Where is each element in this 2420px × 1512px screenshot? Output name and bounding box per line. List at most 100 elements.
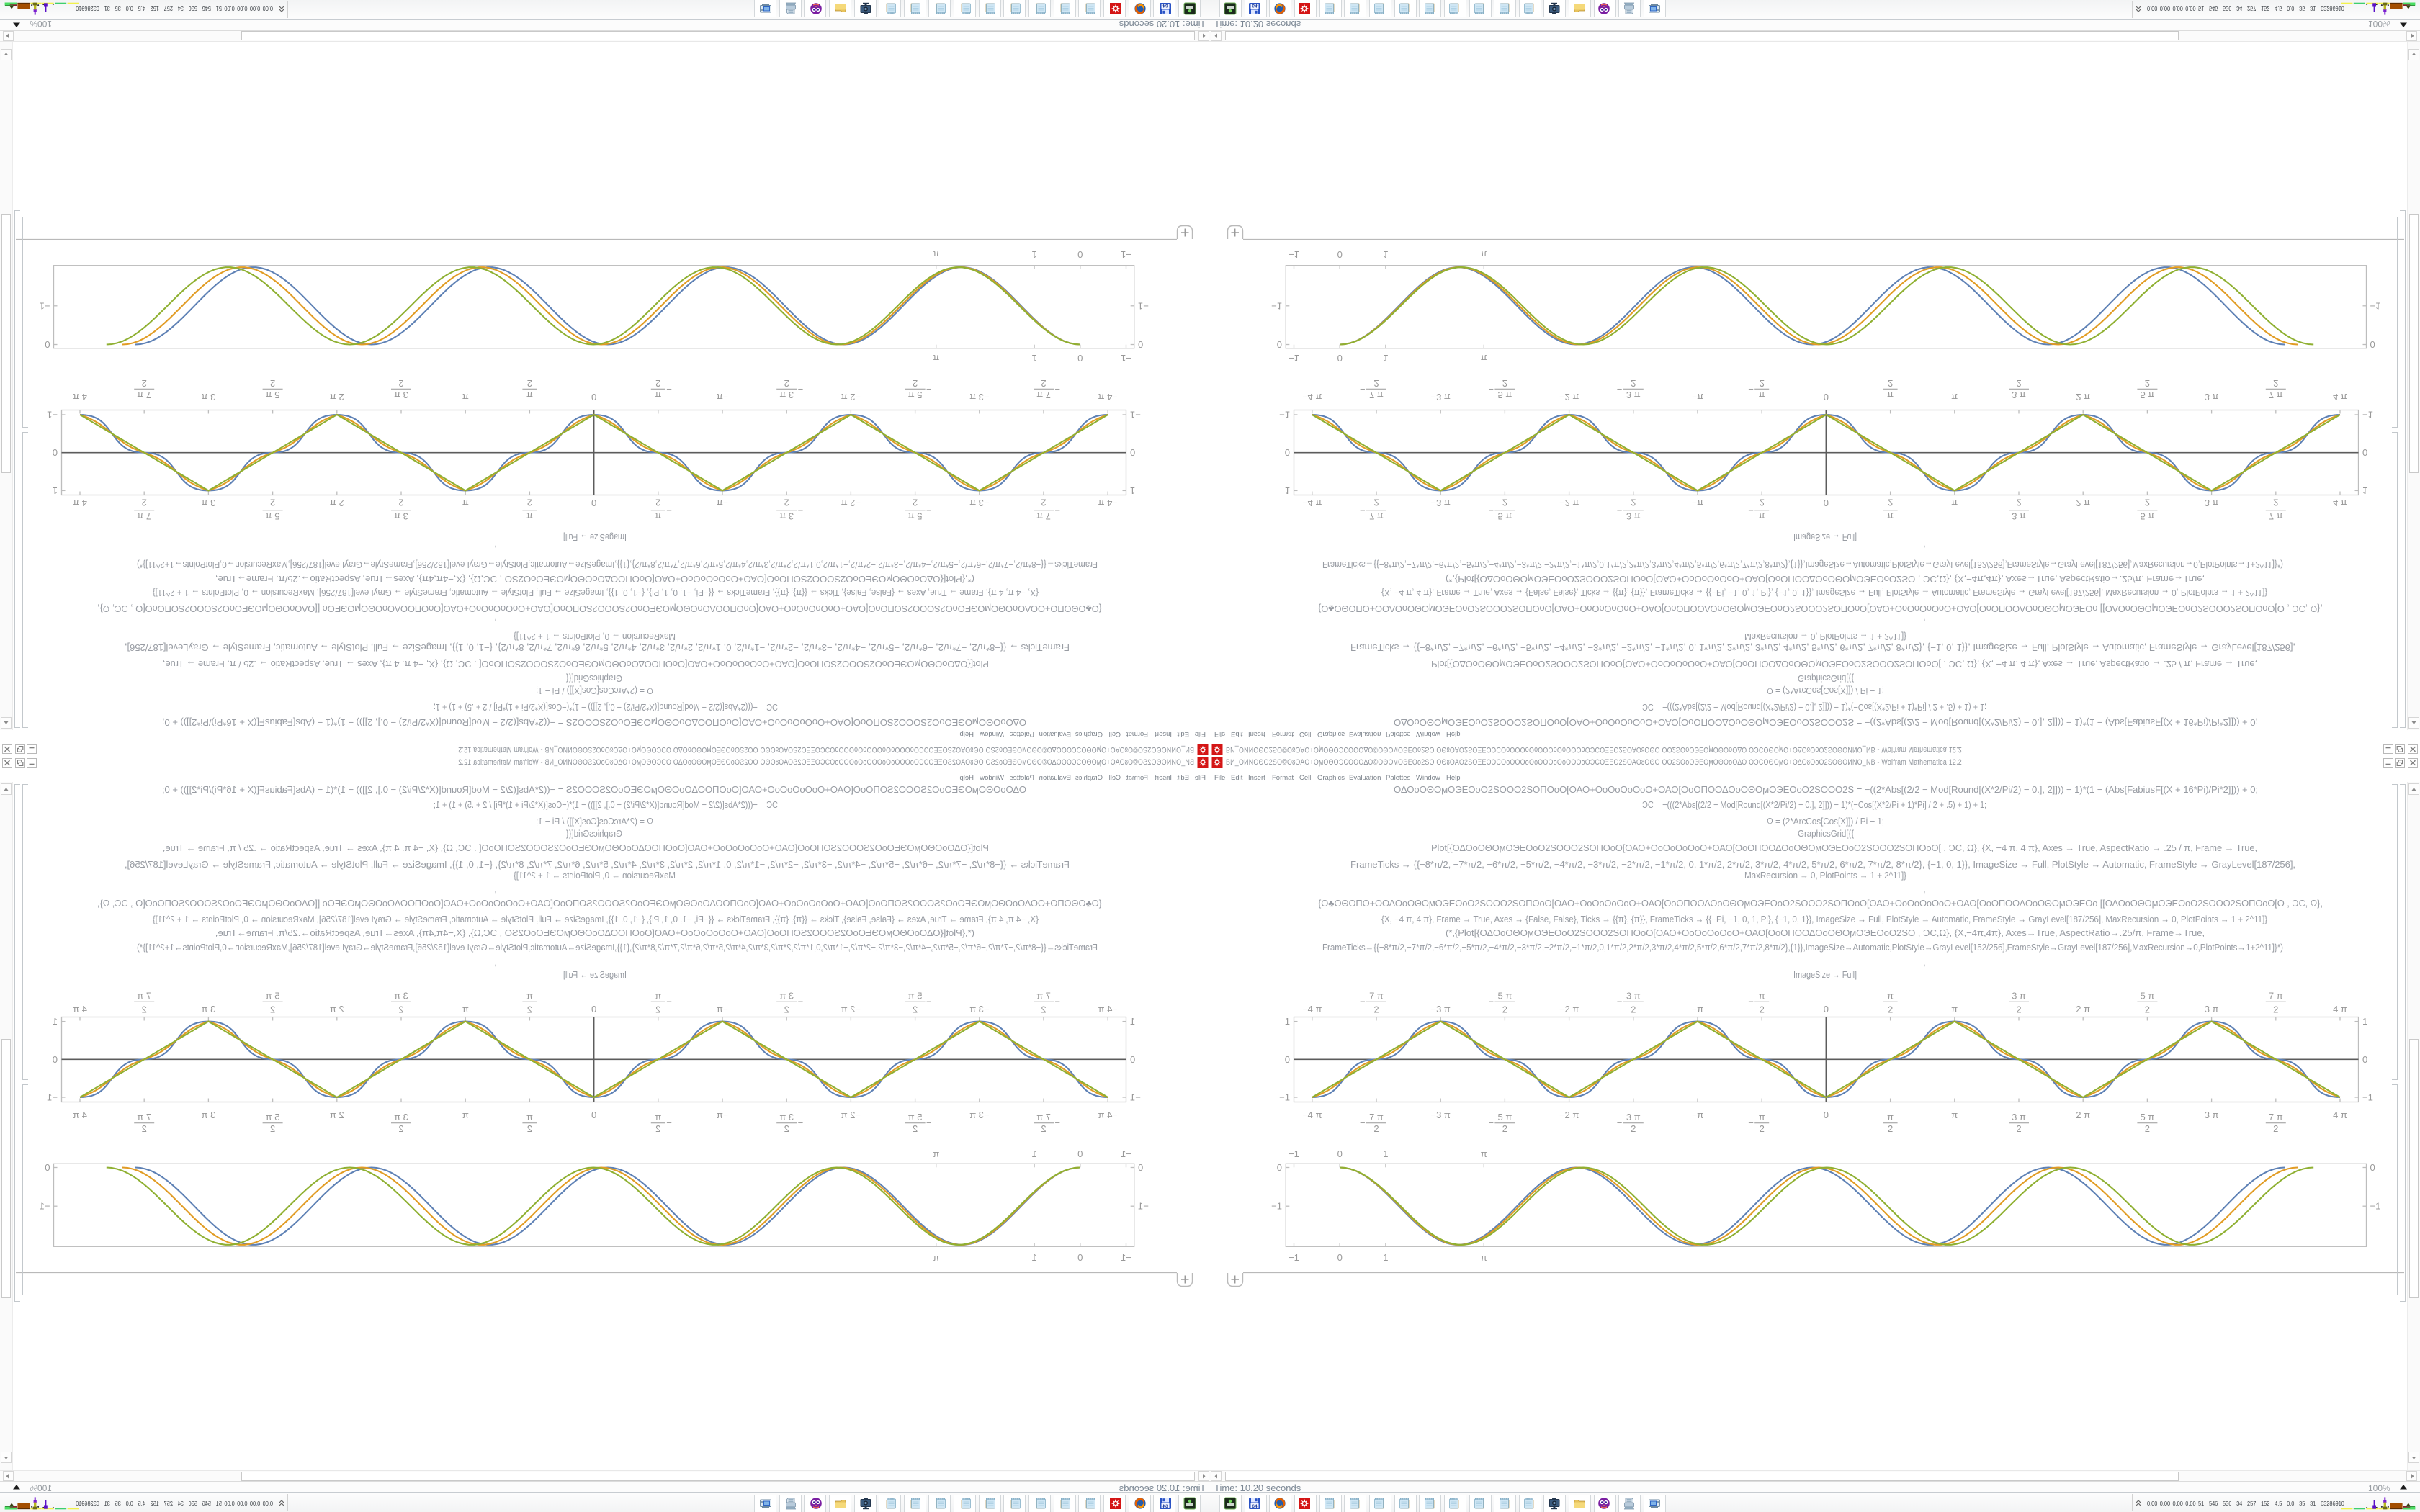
svg-text:2: 2	[1373, 378, 1379, 389]
svg-text:2: 2	[2145, 1123, 2150, 1134]
svg-text:3 π: 3 π	[394, 390, 408, 400]
svg-text:−4 π: −4 π	[1302, 392, 1322, 402]
svg-text:2 π: 2 π	[2076, 392, 2090, 402]
svg-text:1: 1	[2362, 1016, 2367, 1027]
svg-text:π: π	[1759, 511, 1765, 522]
svg-text:64: 64	[1252, 3, 1258, 8]
svg-text:π: π	[462, 498, 469, 508]
svg-text:−2 π: −2 π	[841, 498, 861, 508]
svg-text:0: 0	[1277, 339, 1282, 350]
svg-text:2 π: 2 π	[330, 1110, 344, 1120]
svg-text:1: 1	[53, 1016, 58, 1027]
svg-text:−: −	[926, 1117, 932, 1128]
svg-text:0: 0	[1337, 1148, 1343, 1159]
svg-text:2: 2	[142, 378, 147, 389]
svg-text:−: −	[666, 384, 672, 395]
svg-text:2: 2	[1041, 1004, 1046, 1015]
svg-text:−1: −1	[1138, 1201, 1149, 1212]
svg-text:2: 2	[270, 1123, 275, 1134]
svg-text:0: 0	[1077, 1148, 1083, 1159]
svg-text:7 π: 7 π	[1036, 511, 1051, 522]
svg-text:3 π: 3 π	[201, 498, 215, 508]
svg-text:7 π: 7 π	[137, 390, 151, 400]
svg-text:−1: −1	[1121, 353, 1131, 364]
svg-text:−: −	[1488, 505, 1494, 516]
svg-text:−2 π: −2 π	[1559, 392, 1579, 402]
svg-text:−π: −π	[717, 392, 729, 402]
svg-text:7 π: 7 π	[137, 1112, 151, 1122]
svg-text:1: 1	[1130, 485, 1135, 496]
svg-text:7 π: 7 π	[1369, 1112, 1384, 1122]
svg-text:−: −	[1617, 996, 1623, 1007]
svg-text:−: −	[1488, 1117, 1494, 1128]
svg-text:2 π: 2 π	[2076, 1004, 2090, 1014]
svg-text:2: 2	[1760, 1123, 1765, 1134]
svg-text:2: 2	[2273, 1004, 2278, 1015]
svg-text:−: −	[1360, 996, 1366, 1007]
svg-text:π: π	[655, 1112, 661, 1122]
svg-text:0: 0	[1277, 1162, 1282, 1173]
svg-text:2: 2	[142, 1123, 147, 1134]
svg-text:3 π: 3 π	[779, 1112, 794, 1122]
svg-text:5 π: 5 π	[266, 1112, 280, 1122]
svg-text:π: π	[933, 249, 939, 260]
svg-text:2: 2	[655, 1004, 660, 1015]
svg-text:0: 0	[1138, 1162, 1143, 1173]
svg-text:π: π	[655, 390, 661, 400]
svg-text:π: π	[1951, 498, 1958, 508]
svg-text:π: π	[1951, 1004, 1958, 1014]
svg-text:2: 2	[1373, 498, 1379, 508]
svg-text:5 π: 5 π	[1497, 1112, 1512, 1122]
svg-text:2: 2	[2273, 1123, 2278, 1134]
svg-text:−: −	[1748, 1117, 1754, 1128]
svg-text:3 π: 3 π	[2205, 498, 2219, 508]
svg-text:1: 1	[1130, 1016, 1135, 1027]
svg-text:2: 2	[2145, 498, 2150, 508]
svg-text:−: −	[1360, 1117, 1366, 1128]
svg-text:−2 π: −2 π	[841, 1004, 861, 1014]
svg-text:7 π: 7 π	[137, 991, 151, 1002]
svg-text:0: 0	[1138, 339, 1143, 350]
svg-text:7 π: 7 π	[2269, 1112, 2283, 1122]
svg-text:−: −	[926, 384, 932, 395]
svg-text:−1: −1	[1121, 1252, 1131, 1263]
svg-text:0: 0	[2362, 1054, 2367, 1065]
svg-text:π: π	[1759, 1112, 1765, 1122]
svg-text:64: 64	[1252, 1504, 1258, 1509]
svg-text:π: π	[1759, 390, 1765, 400]
svg-text:π: π	[526, 511, 533, 522]
svg-text:π: π	[526, 1112, 533, 1122]
svg-text:−: −	[1488, 384, 1494, 395]
svg-text:−1: −1	[1289, 353, 1299, 364]
svg-text:2: 2	[1888, 498, 1893, 508]
svg-text:4 π: 4 π	[73, 498, 87, 508]
svg-text:3 π: 3 π	[779, 511, 794, 522]
svg-text:−π: −π	[1692, 1110, 1704, 1120]
svg-text:−: −	[1748, 505, 1754, 516]
svg-text:−1: −1	[1289, 249, 1299, 260]
svg-text:7 π: 7 π	[1036, 390, 1051, 400]
svg-text:4 π: 4 π	[73, 1004, 87, 1014]
svg-text:2: 2	[1631, 1004, 1636, 1015]
svg-text:3 π: 3 π	[2012, 511, 2026, 522]
svg-text:−2 π: −2 π	[841, 1110, 861, 1120]
svg-text:2: 2	[527, 498, 532, 508]
svg-text:−3 π: −3 π	[1430, 1004, 1450, 1014]
svg-text:−4 π: −4 π	[1302, 1110, 1322, 1120]
svg-text:5 π: 5 π	[266, 991, 280, 1002]
svg-text:7 π: 7 π	[1369, 511, 1384, 522]
svg-text:2: 2	[2016, 1123, 2021, 1134]
svg-text:−: −	[1054, 505, 1060, 516]
svg-text:−π: −π	[717, 498, 729, 508]
svg-text:3 π: 3 π	[779, 991, 794, 1002]
svg-text:−4 π: −4 π	[1098, 1004, 1117, 1014]
svg-text:2: 2	[1760, 1004, 1765, 1015]
svg-text:5 π: 5 π	[2140, 1112, 2154, 1122]
svg-text:3 π: 3 π	[394, 991, 408, 1002]
svg-text:3 π: 3 π	[394, 1112, 408, 1122]
svg-text:2: 2	[398, 378, 403, 389]
svg-text:−: −	[666, 1117, 672, 1128]
svg-text:2: 2	[2016, 378, 2021, 389]
svg-text:0: 0	[1337, 353, 1343, 364]
svg-text:2: 2	[2145, 1004, 2150, 1015]
